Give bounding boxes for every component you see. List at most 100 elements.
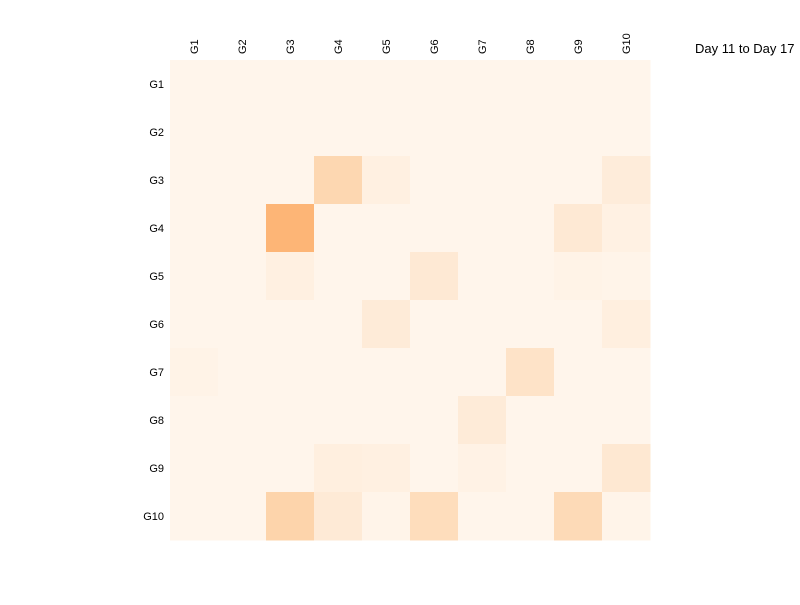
heatmap-cell-G6-G4 — [314, 300, 363, 349]
heatmap-cell-G4-G10 — [602, 204, 651, 253]
heatmap-cell-G2-G2 — [218, 108, 267, 157]
heatmap-cell-G8-G6 — [410, 396, 459, 445]
heatmap-cell-G8-G8 — [506, 396, 555, 445]
heatmap-cell-G5-G9 — [554, 252, 603, 301]
heatmap-cell-G6-G5 — [362, 300, 411, 349]
heatmap-cell-G1-G6 — [410, 60, 459, 109]
heatmap-cell-G10-G9 — [554, 492, 603, 541]
heatmap-cell-G3-G2 — [218, 156, 267, 205]
heatmap-cell-G8-G7 — [458, 396, 507, 445]
y-tick-label: G1 — [149, 79, 164, 91]
heatmap-cell-G3-G8 — [506, 156, 555, 205]
heatmap-cell-G7-G8 — [506, 348, 555, 397]
heatmap-cell-G2-G9 — [554, 108, 603, 157]
x-tick-label: G1 — [189, 39, 201, 54]
heatmap-cell-G9-G8 — [506, 444, 555, 493]
heatmap-cell-G1-G9 — [554, 60, 603, 109]
heatmap-cell-G6-G10 — [602, 300, 651, 349]
heatmap-cell-G10-G4 — [314, 492, 363, 541]
chart-title: Day 11 to Day 17 — [695, 41, 795, 56]
heatmap-cell-G9-G7 — [458, 444, 507, 493]
heatmap-cell-G4-G9 — [554, 204, 603, 253]
x-tick-label: G10 — [621, 33, 633, 54]
heatmap-cell-G1-G5 — [362, 60, 411, 109]
heatmap-cell-G7-G10 — [602, 348, 651, 397]
heatmap-cell-G3-G9 — [554, 156, 603, 205]
x-tick-label: G8 — [525, 39, 537, 54]
heatmap-cell-G8-G5 — [362, 396, 411, 445]
heatmap-cell-G4-G5 — [362, 204, 411, 253]
y-tick-label: G4 — [149, 223, 164, 235]
heatmap-cell-G3-G5 — [362, 156, 411, 205]
heatmap-cells — [170, 60, 651, 541]
x-tick-label: G3 — [285, 39, 297, 54]
heatmap-cell-G1-G4 — [314, 60, 363, 109]
heatmap-cell-G1-G3 — [266, 60, 315, 109]
heatmap-cell-G5-G5 — [362, 252, 411, 301]
heatmap-cell-G9-G10 — [602, 444, 651, 493]
y-tick-label: G7 — [149, 367, 164, 379]
heatmap-cell-G6-G2 — [218, 300, 267, 349]
x-tick-label: G2 — [237, 39, 249, 54]
heatmap-cell-G10-G10 — [602, 492, 651, 541]
y-tick-label: G8 — [149, 415, 164, 427]
heatmap-cell-G7-G2 — [218, 348, 267, 397]
heatmap-cell-G8-G4 — [314, 396, 363, 445]
heatmap-cell-G9-G2 — [218, 444, 267, 493]
heatmap-cell-G5-G2 — [218, 252, 267, 301]
heatmap-cell-G2-G10 — [602, 108, 651, 157]
heatmap-cell-G7-G5 — [362, 348, 411, 397]
heatmap-cell-G10-G8 — [506, 492, 555, 541]
heatmap-cell-G5-G4 — [314, 252, 363, 301]
heatmap-cell-G10-G1 — [170, 492, 219, 541]
heatmap-cell-G7-G3 — [266, 348, 315, 397]
x-tick-label: G9 — [573, 39, 585, 54]
x-tick-label: G4 — [333, 39, 345, 54]
heatmap-cell-G10-G6 — [410, 492, 459, 541]
heatmap-cell-G2-G4 — [314, 108, 363, 157]
heatmap-cell-G2-G3 — [266, 108, 315, 157]
heatmap-cell-G4-G8 — [506, 204, 555, 253]
heatmap-cell-G5-G3 — [266, 252, 315, 301]
heatmap-cell-G3-G10 — [602, 156, 651, 205]
heatmap-cell-G2-G5 — [362, 108, 411, 157]
x-tick-label: G7 — [477, 39, 489, 54]
heatmap-cell-G9-G3 — [266, 444, 315, 493]
heatmap-cell-G8-G1 — [170, 396, 219, 445]
heatmap-cell-G4-G7 — [458, 204, 507, 253]
heatmap-cell-G9-G5 — [362, 444, 411, 493]
x-tick-label: G6 — [429, 39, 441, 54]
heatmap-cell-G6-G8 — [506, 300, 555, 349]
heatmap-cell-G1-G2 — [218, 60, 267, 109]
heatmap-cell-G4-G2 — [218, 204, 267, 253]
y-tick-label: G9 — [149, 463, 164, 475]
heatmap-cell-G7-G4 — [314, 348, 363, 397]
heatmap-cell-G1-G8 — [506, 60, 555, 109]
y-axis-tick-labels: G1 G2 G3 G4 G5 G6 G7 G8 G9 G10 — [143, 79, 164, 523]
heatmap-cell-G1-G1 — [170, 60, 219, 109]
heatmap-cell-G8-G3 — [266, 396, 315, 445]
heatmap-cell-G7-G7 — [458, 348, 507, 397]
y-tick-label: G5 — [149, 271, 164, 283]
heatmap-cell-G5-G1 — [170, 252, 219, 301]
heatmap-cell-G9-G9 — [554, 444, 603, 493]
heatmap-cell-G6-G3 — [266, 300, 315, 349]
heatmap-cell-G3-G1 — [170, 156, 219, 205]
heatmap-cell-G8-G10 — [602, 396, 651, 445]
heatmap-cell-G4-G1 — [170, 204, 219, 253]
heatmap-cell-G5-G6 — [410, 252, 459, 301]
heatmap-cell-G6-G1 — [170, 300, 219, 349]
heatmap-cell-G5-G10 — [602, 252, 651, 301]
heatmap-cell-G2-G6 — [410, 108, 459, 157]
heatmap-cell-G3-G4 — [314, 156, 363, 205]
heatmap-cell-G10-G2 — [218, 492, 267, 541]
heatmap-cell-G8-G2 — [218, 396, 267, 445]
heatmap-cell-G6-G6 — [410, 300, 459, 349]
heatmap-cell-G7-G9 — [554, 348, 603, 397]
heatmap-cell-G1-G10 — [602, 60, 651, 109]
heatmap-cell-G6-G7 — [458, 300, 507, 349]
heatmap-cell-G3-G7 — [458, 156, 507, 205]
heatmap-cell-G10-G5 — [362, 492, 411, 541]
